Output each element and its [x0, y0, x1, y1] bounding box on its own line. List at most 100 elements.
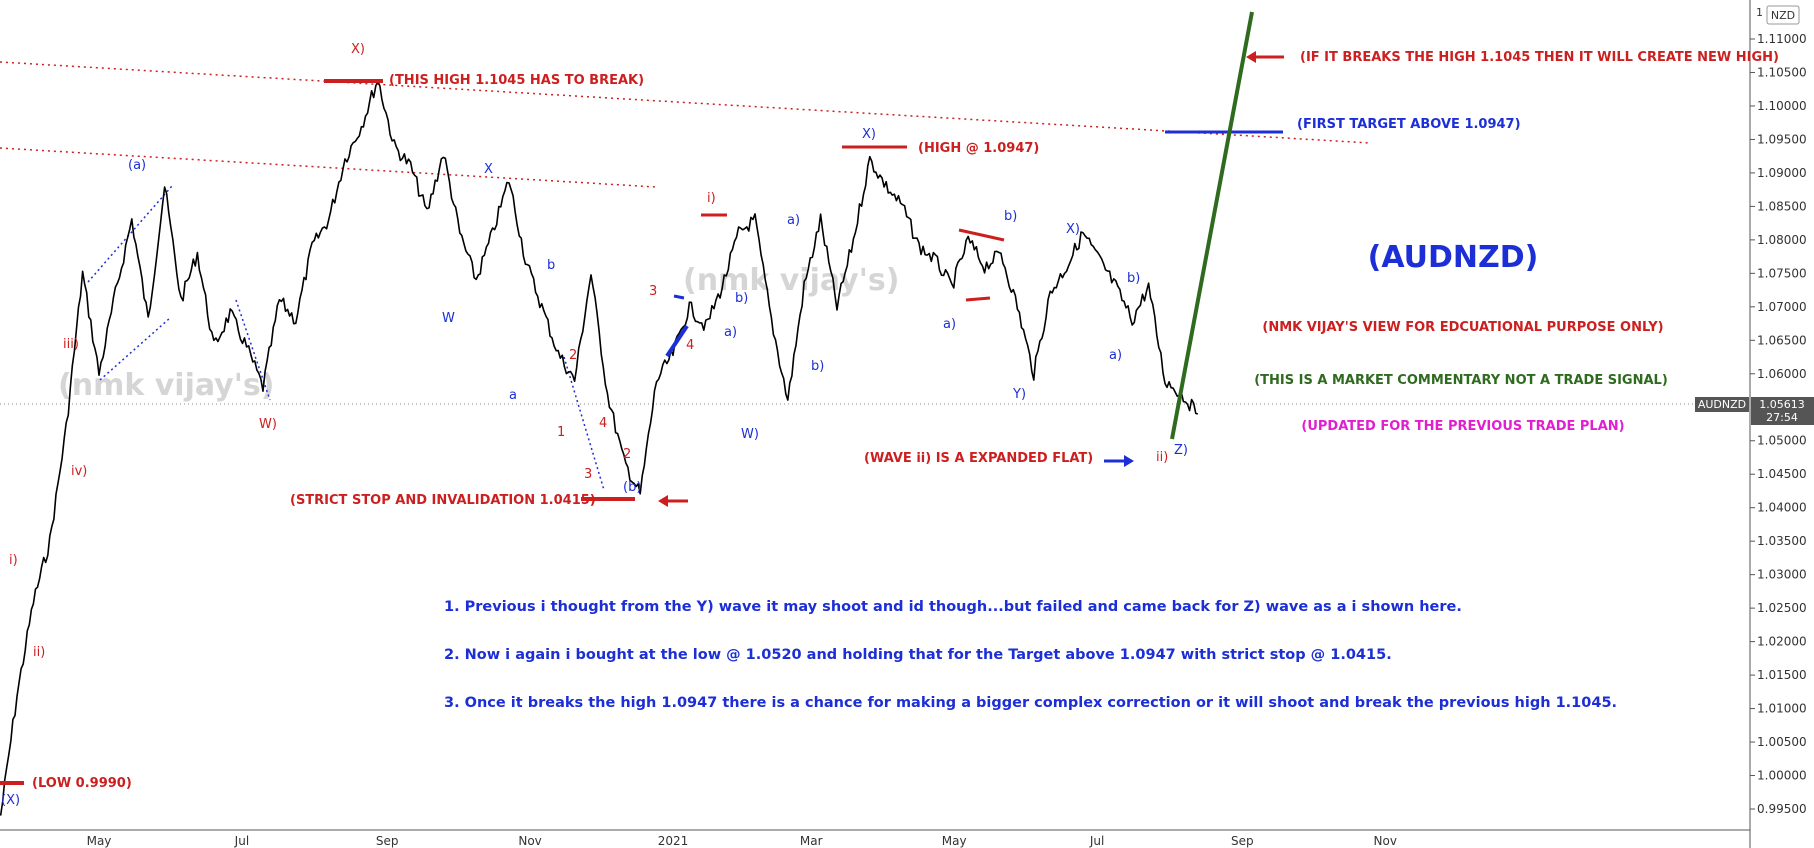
wave-label: a) — [724, 325, 737, 340]
y-tick-label: 1.09500 — [1757, 132, 1807, 146]
wave-label: X) — [351, 42, 365, 57]
ann-view: (NMK VIJAY'S VIEW FOR EDCUATIONAL PURPOS… — [1262, 320, 1663, 335]
wave-label: (a) — [128, 158, 146, 173]
blue-slant-marker — [665, 324, 689, 358]
arrow-stop — [658, 495, 688, 507]
y-tick-label: 1.02500 — [1757, 601, 1807, 615]
ann-high-0947: (HIGH @ 1.0947) — [918, 141, 1039, 156]
wave-label: 2 — [569, 348, 577, 363]
wave-label: a) — [1109, 348, 1122, 363]
wave-label: i) — [9, 553, 18, 568]
wave-label: b) — [1127, 271, 1140, 286]
lower-trendline — [0, 147, 657, 188]
wave-label: 4 — [599, 416, 607, 431]
y-tick-label: 1.01500 — [1757, 668, 1807, 682]
green-projection — [1170, 11, 1254, 440]
x-tick-label: Nov — [518, 834, 541, 848]
x-tick-label: May — [942, 834, 967, 848]
wave-label: W — [442, 311, 455, 326]
wave-label: iv) — [71, 464, 87, 479]
y-tick-label: 1.00000 — [1757, 769, 1807, 783]
y-tick-label: 1.04500 — [1757, 467, 1807, 481]
upper-trendline — [0, 61, 1371, 144]
chart-title: (AUDNZD) — [1368, 240, 1539, 275]
ann-stop: (STRICT STOP AND INVALIDATION 1.0415) — [290, 493, 596, 508]
ann-commentary: (THIS IS A MARKET COMMENTARY NOT A TRADE… — [1254, 373, 1668, 388]
currency-badge: NZD — [1771, 9, 1795, 22]
x-tick-label: Mar — [800, 834, 823, 848]
wave-label: b — [547, 258, 555, 273]
blue-slant-marker-2 — [673, 294, 685, 300]
last-price-tag: AUDNZD 1.05613 27:54 — [1695, 397, 1814, 425]
wave-label: Y) — [1012, 387, 1026, 402]
watermark-left: (nmk vijay's) — [58, 368, 274, 403]
y-tick-label: 0.99500 — [1757, 802, 1807, 816]
wave-label: (X) — [1, 793, 20, 808]
blue-channel-4 — [563, 356, 605, 491]
wave-label: a — [509, 388, 517, 403]
y-tick-label: 1.06000 — [1757, 367, 1807, 381]
y-axis-ticks: 1.11000 1.10500 1.10000 1.09500 1.09000 1.085… — [1750, 32, 1807, 816]
y-tick-label: 1.07500 — [1757, 266, 1807, 280]
red-wave-labels: X) W) iii) iv) i) ii) 2 1 4 3 2 3 4 i) i… — [9, 42, 1168, 660]
wave-label: i) — [707, 191, 716, 206]
x-tick-label: Sep — [376, 834, 399, 848]
flat-a-marker — [965, 296, 991, 302]
svg-text:AUDNZD: AUDNZD — [1698, 398, 1746, 411]
y-tick-label: 1.11000 — [1757, 32, 1807, 46]
x-tick-label: Nov — [1374, 834, 1397, 848]
svg-text:1.05613: 1.05613 — [1759, 398, 1805, 411]
currency-badge-box[interactable] — [1766, 5, 1800, 25]
blue-wave-labels: (a) X W a b (b) a) b) a) b) W) b) a) Y) … — [1, 127, 1188, 808]
x-tick-label: May — [87, 834, 112, 848]
ann-expanded-flat: (WAVE ii) IS A EXPANDED FLAT) — [864, 451, 1093, 466]
ann-low: (LOW 0.9990) — [32, 776, 132, 791]
arrow-new-high — [1246, 51, 1284, 63]
y-tick-label: 1.01000 — [1757, 702, 1807, 716]
wave-label: 1 — [557, 425, 565, 440]
wave-label: b) — [811, 359, 824, 374]
ann-updated: (UPDATED FOR THE PREVIOUS TRADE PLAN) — [1301, 419, 1624, 434]
note-3: 3. Once it breaks the high 1.0947 there … — [444, 695, 1617, 711]
flat-b-marker — [958, 228, 1005, 242]
wave-label: b) — [735, 291, 748, 306]
wave-label: Z) — [1174, 443, 1188, 458]
y-tick-label: 1.07000 — [1757, 300, 1807, 314]
wave-label: W) — [741, 427, 759, 442]
wave-label: ii) — [1156, 450, 1168, 465]
x-tick-label: Jul — [1089, 834, 1104, 848]
y-tick-label: 1.05000 — [1757, 434, 1807, 448]
y-tick-label: 1.03500 — [1757, 534, 1807, 548]
y-tick-label: 1.08000 — [1757, 233, 1807, 247]
y-tick-label: 1.10500 — [1757, 65, 1807, 79]
ann-break-high: (THIS HIGH 1.1045 HAS TO BREAK) — [389, 73, 644, 88]
wave-label: iii) — [63, 337, 79, 352]
y-tick-label: 1.06500 — [1757, 333, 1807, 347]
wave-label: ii) — [33, 645, 45, 660]
price-series — [0, 80, 1199, 816]
blue-channel-2 — [99, 317, 171, 381]
svg-text:27:54: 27:54 — [1766, 411, 1798, 424]
y-tick-label: 1.02000 — [1757, 635, 1807, 649]
ann-first-target: (FIRST TARGET ABOVE 1.0947) — [1297, 117, 1521, 132]
x-axis-ticks: May Jul Sep Nov 2021 Mar May Jul Sep Nov — [87, 834, 1397, 848]
y-tick-label: 1.10000 — [1757, 99, 1807, 113]
y-tick-label: 1.00500 — [1757, 735, 1807, 749]
wave-label: X) — [862, 127, 876, 142]
wave-label: (b) — [623, 480, 641, 495]
x-tick-label: 2021 — [658, 834, 689, 848]
x-tick-label: Sep — [1231, 834, 1254, 848]
wave-label: 4 — [686, 338, 694, 353]
y-tick-label: 1.08500 — [1757, 199, 1807, 213]
wave-label: 3 — [584, 467, 592, 482]
x-tick-label: Jul — [234, 834, 249, 848]
wave-label: X — [484, 162, 493, 177]
y-tick-label: 1.09000 — [1757, 166, 1807, 180]
axis-top-1: 1 — [1756, 6, 1763, 19]
y-tick-label: 1.03000 — [1757, 568, 1807, 582]
arrow-flat — [1104, 455, 1134, 467]
note-1: 1. Previous i thought from the Y) wave i… — [444, 599, 1462, 615]
wave-label: 2 — [623, 447, 631, 462]
wave-label: W) — [259, 417, 277, 432]
